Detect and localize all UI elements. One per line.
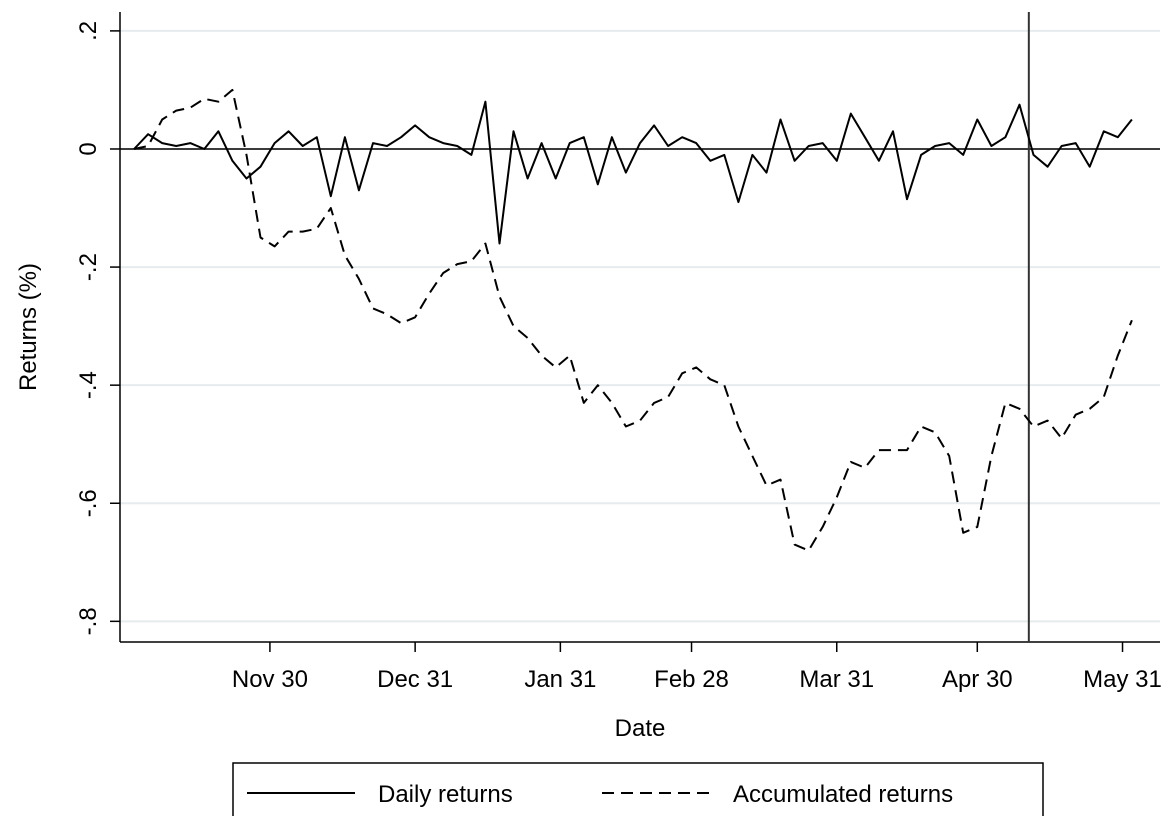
y-tick-label: -.6: [75, 489, 102, 517]
y-tick-label: 0: [75, 142, 102, 155]
series-line: [133, 100, 1133, 245]
x-tick-label: Mar 31: [799, 666, 874, 693]
x-tick-label: Dec 31: [377, 666, 453, 693]
y-tick-label: -.4: [75, 371, 102, 399]
x-tick-label: Jan 31: [524, 666, 596, 693]
x-tick-label: Nov 30: [232, 666, 308, 693]
y-tick-label: .2: [75, 21, 102, 41]
legend-label: Daily returns: [378, 781, 513, 808]
legend-label: Accumulated returns: [733, 781, 953, 808]
legend-box: [232, 762, 1044, 816]
y-tick-label: -.8: [75, 607, 102, 635]
x-tick-label: May 31: [1083, 666, 1162, 693]
x-tick-label: Apr 30: [942, 666, 1013, 693]
y-axis-label: Returns (%): [15, 263, 42, 391]
series-line: [133, 88, 1133, 552]
x-axis-label: Date: [615, 715, 666, 742]
x-tick-label: Feb 28: [654, 666, 729, 693]
y-tick-label: -.2: [75, 253, 102, 281]
